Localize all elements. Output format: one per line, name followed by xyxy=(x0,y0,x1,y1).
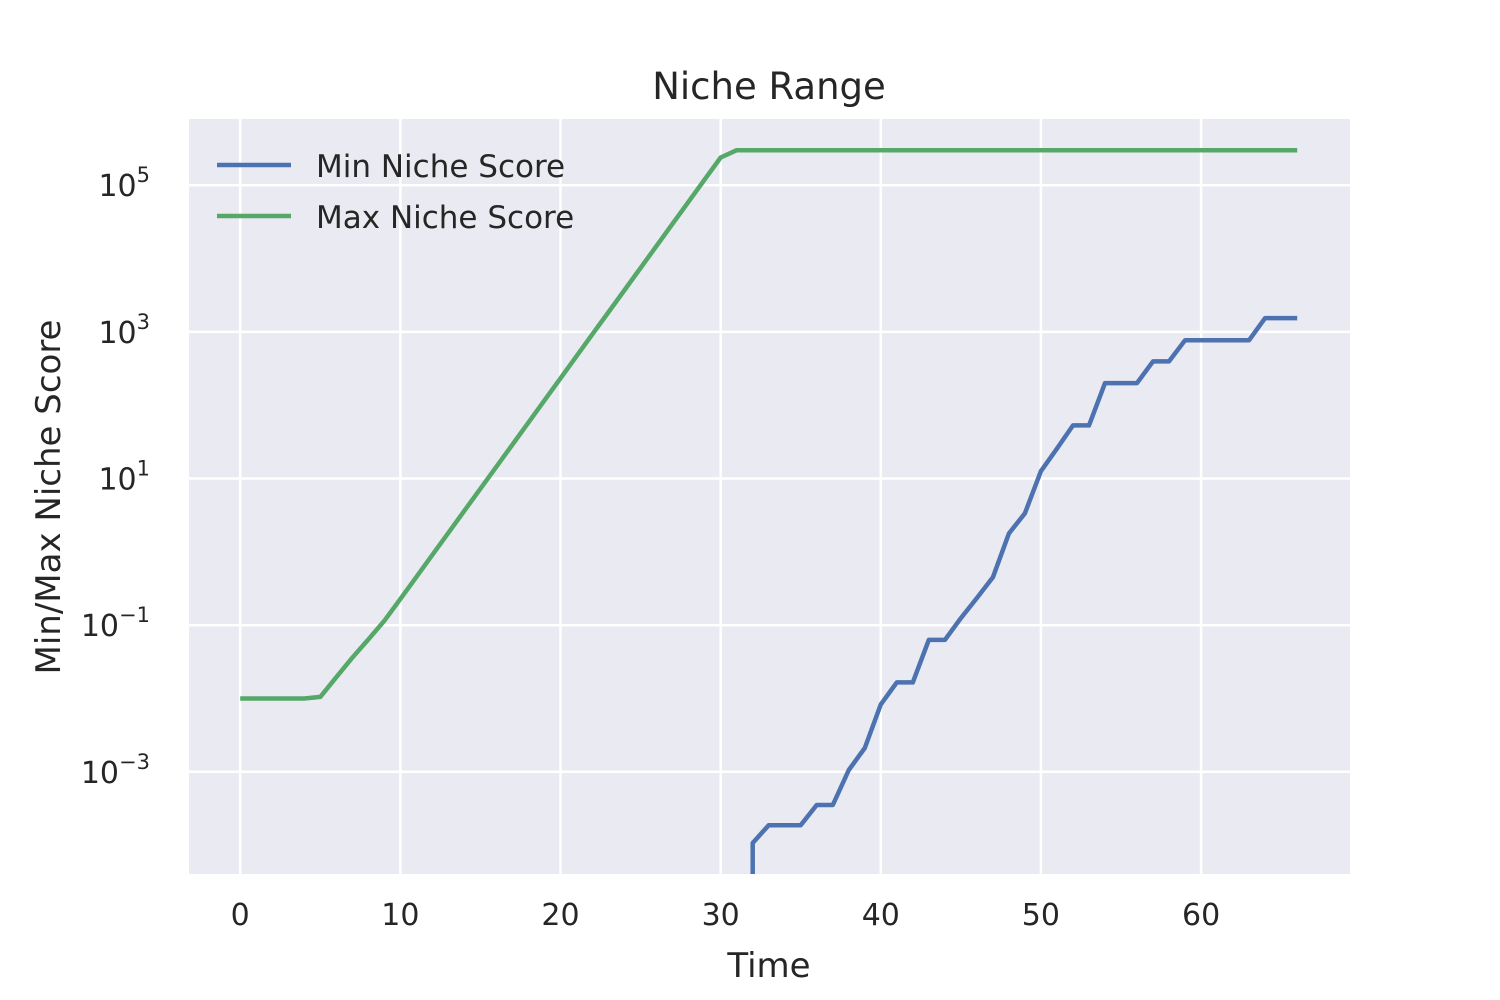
min-niche-score-line xyxy=(750,315,1298,874)
y-axis-label: Min/Max Niche Score xyxy=(29,320,69,675)
x-tick-label: 50 xyxy=(1022,898,1060,933)
max-niche-score-line xyxy=(240,147,1298,701)
y-tick-label: 10−3 xyxy=(81,750,150,791)
legend-label-max: Max Niche Score xyxy=(316,200,574,236)
y-tick-label: 103 xyxy=(98,310,150,351)
x-tick-label: 0 xyxy=(231,898,250,933)
x-tick-labels: 0 10 20 30 40 50 60 xyxy=(231,898,1221,933)
y-tick-label: 105 xyxy=(98,163,150,204)
chart-title: Niche Range xyxy=(652,65,886,108)
legend-label-min: Min Niche Score xyxy=(316,149,565,185)
legend: Min Niche Score Max Niche Score xyxy=(217,149,574,236)
x-tick-label: 60 xyxy=(1182,898,1220,933)
y-tick-label: 10−1 xyxy=(81,603,150,644)
x-tick-label: 30 xyxy=(702,898,740,933)
x-tick-label: 40 xyxy=(862,898,900,933)
y-tick-label: 101 xyxy=(98,457,150,498)
x-tick-label: 20 xyxy=(541,898,579,933)
plot-area xyxy=(189,119,1350,874)
x-axis-label: Time xyxy=(726,946,810,986)
x-tick-label: 10 xyxy=(381,898,419,933)
series-lines xyxy=(240,147,1298,874)
y-tick-labels: 10−3 10−1 101 103 105 xyxy=(81,163,150,791)
